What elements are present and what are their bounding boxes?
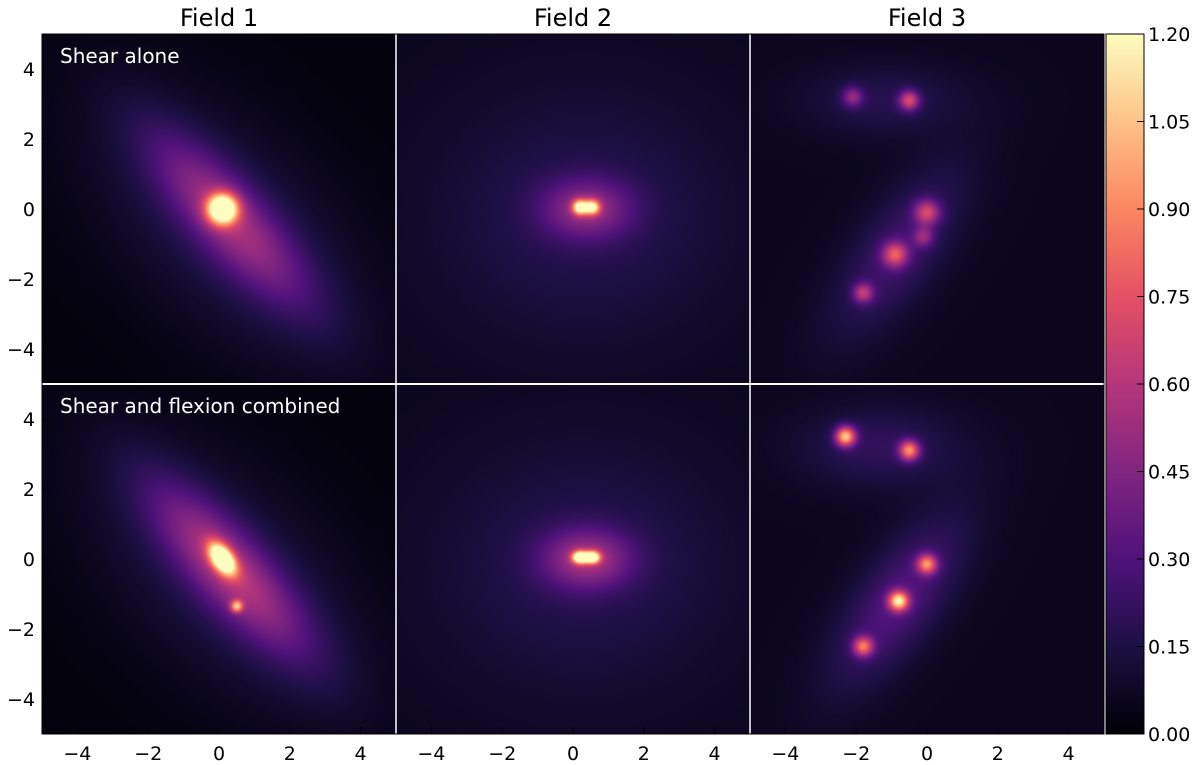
colorbar-tick-label: 1.05 — [1148, 112, 1190, 134]
y-tick-label: −4 — [7, 689, 35, 711]
y-tick-label: 0 — [23, 199, 35, 221]
colorbar-tick-label: 0.45 — [1148, 462, 1190, 484]
column-title: Field 2 — [534, 4, 612, 32]
row-label: Shear alone — [60, 44, 180, 68]
x-tick-label: −4 — [63, 743, 91, 765]
heatmap-panel-r1-c1 — [396, 384, 750, 734]
y-tick-label: 2 — [23, 129, 35, 151]
x-tick-label: 2 — [284, 743, 296, 765]
y-tick-label: −4 — [7, 339, 35, 361]
x-tick-label: −2 — [842, 743, 870, 765]
heatmap-panel-r0-c0 — [42, 34, 396, 384]
colorbar-tick-label: 0.15 — [1148, 637, 1190, 659]
column-title: Field 3 — [888, 4, 966, 32]
x-tick-label: −4 — [771, 743, 799, 765]
heatmap-panel-r0-c1 — [396, 34, 750, 384]
x-tick-label: 2 — [992, 743, 1004, 765]
y-tick-label: −2 — [7, 269, 35, 291]
y-tick-label: 4 — [23, 409, 35, 431]
heatmap-panel-r0-c2 — [750, 34, 1104, 384]
heatmap-panel-r1-c0 — [42, 384, 396, 734]
colorbar-tick-label: 1.20 — [1148, 24, 1190, 46]
colorbar-tick-label: 0.60 — [1148, 374, 1190, 396]
x-tick-label: 4 — [1063, 743, 1075, 765]
y-tick-label: 4 — [23, 59, 35, 81]
colorbar-tick-label: 0.00 — [1148, 724, 1190, 746]
row-label: Shear and flexion combined — [60, 394, 340, 418]
colorbar-tick-label: 0.75 — [1148, 287, 1190, 309]
x-tick-label: 0 — [567, 743, 579, 765]
x-tick-label: −4 — [417, 743, 445, 765]
colorbar-tick-label: 0.30 — [1148, 549, 1190, 571]
x-tick-label: 4 — [709, 743, 721, 765]
y-tick-label: −2 — [7, 619, 35, 641]
x-tick-label: 2 — [638, 743, 650, 765]
column-title: Field 1 — [180, 4, 258, 32]
heatmap-panel-r1-c2 — [750, 384, 1104, 734]
x-tick-label: −2 — [134, 743, 162, 765]
x-tick-label: −2 — [488, 743, 516, 765]
colorbar-tick-label: 0.90 — [1148, 199, 1190, 221]
x-tick-label: 0 — [213, 743, 225, 765]
x-tick-label: 4 — [355, 743, 367, 765]
x-tick-label: 0 — [921, 743, 933, 765]
colorbar — [1105, 33, 1145, 735]
y-tick-label: 0 — [23, 549, 35, 571]
y-tick-label: 2 — [23, 479, 35, 501]
